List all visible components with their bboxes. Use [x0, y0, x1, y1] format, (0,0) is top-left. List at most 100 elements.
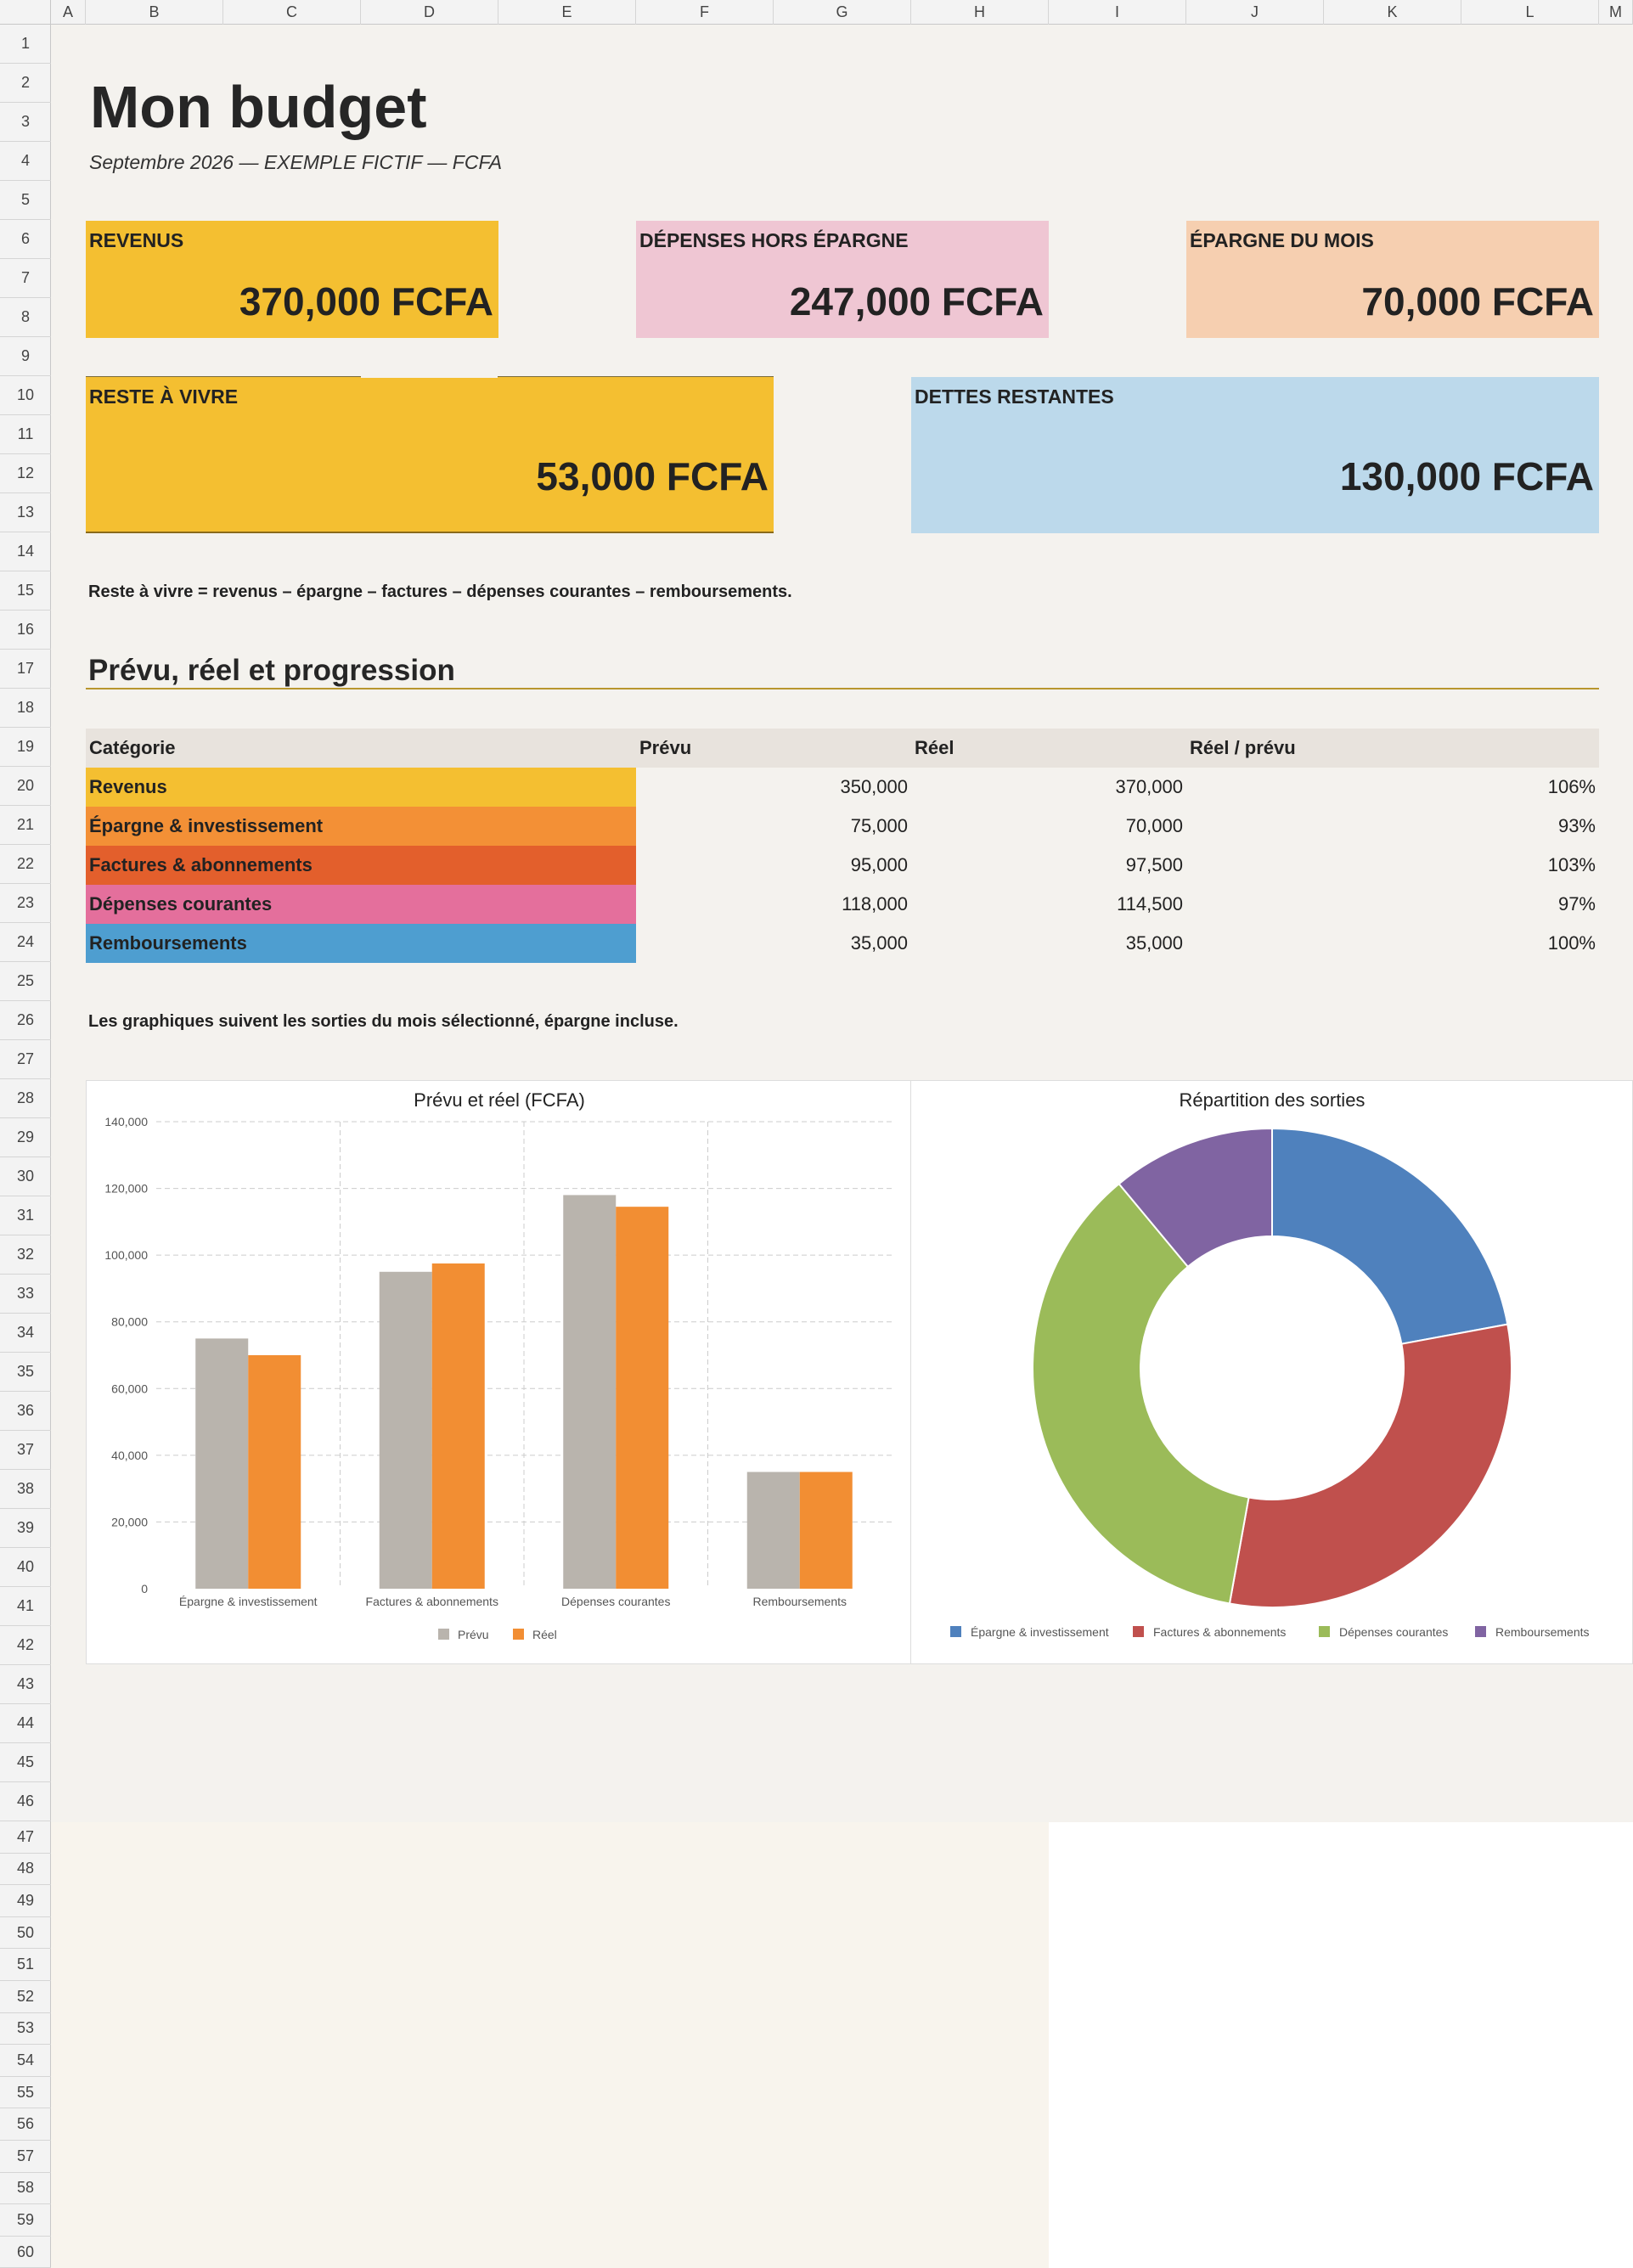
row-header-34[interactable]: 34: [0, 1314, 51, 1353]
column-header-l[interactable]: L: [1461, 0, 1599, 25]
donut-legend-swatch: [950, 1626, 961, 1637]
header-ratio: Réel / prévu: [1190, 737, 1296, 758]
row-header-51[interactable]: 51: [0, 1949, 51, 1981]
column-header-h[interactable]: H: [911, 0, 1049, 25]
card-depenses[interactable]: DÉPENSES HORS ÉPARGNE 247,000 FCFA: [636, 221, 1049, 338]
row-header-60[interactable]: 60: [0, 2237, 51, 2268]
row-header-50[interactable]: 50: [0, 1917, 51, 1950]
bar-chart-y-tick: 140,000: [104, 1115, 148, 1128]
row-header-15[interactable]: 15: [0, 571, 51, 611]
row-header-41[interactable]: 41: [0, 1587, 51, 1626]
row-header-26[interactable]: 26: [0, 1001, 51, 1040]
row-header-43[interactable]: 43: [0, 1665, 51, 1704]
row-header-4[interactable]: 4: [0, 142, 51, 181]
row-header-14[interactable]: 14: [0, 532, 51, 571]
bar-chart-legend-swatch: [513, 1629, 524, 1640]
row-header-5[interactable]: 5: [0, 181, 51, 220]
row-header-3[interactable]: 3: [0, 103, 51, 142]
donut-slice: [1228, 1323, 1512, 1608]
row-header-42[interactable]: 42: [0, 1626, 51, 1665]
row-header-17[interactable]: 17: [0, 650, 51, 689]
bar-chart-y-tick: 120,000: [104, 1182, 148, 1196]
select-all-corner[interactable]: [0, 0, 51, 25]
row-header-45[interactable]: 45: [0, 1743, 51, 1782]
row-header-29[interactable]: 29: [0, 1118, 51, 1157]
column-header-c[interactable]: C: [223, 0, 361, 25]
column-header-e[interactable]: E: [498, 0, 636, 25]
row-header-12[interactable]: 12: [0, 454, 51, 493]
bar-chart-legend-label: Réel: [532, 1628, 557, 1641]
table-cell-ratio: 100%: [1547, 932, 1596, 954]
section-title: Prévu, réel et progression: [88, 654, 455, 687]
column-header-k[interactable]: K: [1324, 0, 1461, 25]
row-header-23[interactable]: 23: [0, 884, 51, 923]
row-header-32[interactable]: 32: [0, 1235, 51, 1275]
row-header-44[interactable]: 44: [0, 1704, 51, 1743]
row-header-47[interactable]: 47: [0, 1821, 51, 1854]
row-header-54[interactable]: 54: [0, 2045, 51, 2077]
row-header-1[interactable]: 1: [0, 25, 51, 64]
row-header-18[interactable]: 18: [0, 689, 51, 728]
bar-chart-x-tick: Dépenses courantes: [561, 1595, 670, 1608]
row-header-27[interactable]: 27: [0, 1040, 51, 1079]
row-header-10[interactable]: 10: [0, 376, 51, 415]
row-header-36[interactable]: 36: [0, 1392, 51, 1431]
column-header-a[interactable]: A: [51, 0, 86, 25]
row-header-22[interactable]: 22: [0, 845, 51, 884]
row-header-2[interactable]: 2: [0, 64, 51, 103]
column-header-j[interactable]: J: [1186, 0, 1324, 25]
row-header-58[interactable]: 58: [0, 2173, 51, 2205]
row-header-7[interactable]: 7: [0, 259, 51, 298]
row-header-30[interactable]: 30: [0, 1157, 51, 1196]
row-header-56[interactable]: 56: [0, 2108, 51, 2141]
column-header-g[interactable]: G: [774, 0, 911, 25]
table-cell-ratio: 103%: [1547, 854, 1596, 875]
column-header-b[interactable]: B: [86, 0, 223, 25]
row-header-38[interactable]: 38: [0, 1470, 51, 1509]
bar-prevu: [195, 1338, 249, 1589]
header-planned: Prévu: [639, 737, 692, 758]
row-header-31[interactable]: 31: [0, 1196, 51, 1235]
row-header-13[interactable]: 13: [0, 493, 51, 532]
row-header-9[interactable]: 9: [0, 337, 51, 376]
card-dettes[interactable]: DETTES RESTANTES 130,000 FCFA: [911, 377, 1599, 533]
card-reste[interactable]: RESTE À VIVRE 53,000 FCFA: [86, 376, 774, 533]
donut-legend-label: Dépenses courantes: [1339, 1625, 1448, 1639]
row-header-16[interactable]: 16: [0, 611, 51, 650]
column-header-d[interactable]: D: [361, 0, 498, 25]
row-header-37[interactable]: 37: [0, 1431, 51, 1470]
row-header-53[interactable]: 53: [0, 2013, 51, 2046]
column-header-f[interactable]: F: [636, 0, 774, 25]
row-header-48[interactable]: 48: [0, 1854, 51, 1886]
row-header-24[interactable]: 24: [0, 923, 51, 962]
table-cell-planned: 350,000: [840, 776, 908, 797]
column-header-m[interactable]: M: [1599, 0, 1633, 25]
row-header-25[interactable]: 25: [0, 962, 51, 1001]
row-header-21[interactable]: 21: [0, 806, 51, 845]
bar-chart-panel[interactable]: Prévu et réel (FCFA) 0 20,000 40,000 60,000 8…: [86, 1080, 911, 1664]
column-header-i[interactable]: I: [1049, 0, 1186, 25]
row-header-57[interactable]: 57: [0, 2141, 51, 2173]
row-header-19[interactable]: 19: [0, 728, 51, 767]
bar-chart: Prévu et réel (FCFA) 0 20,000 40,000 60,000 8…: [104, 1089, 892, 1641]
row-header-39[interactable]: 39: [0, 1509, 51, 1548]
donut-chart-panel[interactable]: Répartition des sorties Épargne & investi…: [910, 1080, 1633, 1664]
row-header-6[interactable]: 6: [0, 220, 51, 259]
row-header-59[interactable]: 59: [0, 2204, 51, 2237]
row-header-20[interactable]: 20: [0, 767, 51, 806]
bar-reel: [616, 1207, 669, 1589]
row-header-35[interactable]: 35: [0, 1353, 51, 1392]
card-revenus[interactable]: REVENUS 370,000 FCFA: [86, 221, 498, 338]
row-header-46[interactable]: 46: [0, 1782, 51, 1821]
row-header-40[interactable]: 40: [0, 1548, 51, 1587]
page-title: Mon budget: [90, 74, 427, 140]
row-header-8[interactable]: 8: [0, 298, 51, 337]
row-header-11[interactable]: 11: [0, 415, 51, 454]
card-epargne[interactable]: ÉPARGNE DU MOIS 70,000 FCFA: [1186, 221, 1599, 338]
row-header-52[interactable]: 52: [0, 1981, 51, 2013]
row-header-28[interactable]: 28: [0, 1079, 51, 1118]
row-header-49[interactable]: 49: [0, 1885, 51, 1917]
row-header-33[interactable]: 33: [0, 1275, 51, 1314]
bar-reel: [248, 1355, 301, 1589]
row-header-55[interactable]: 55: [0, 2077, 51, 2109]
